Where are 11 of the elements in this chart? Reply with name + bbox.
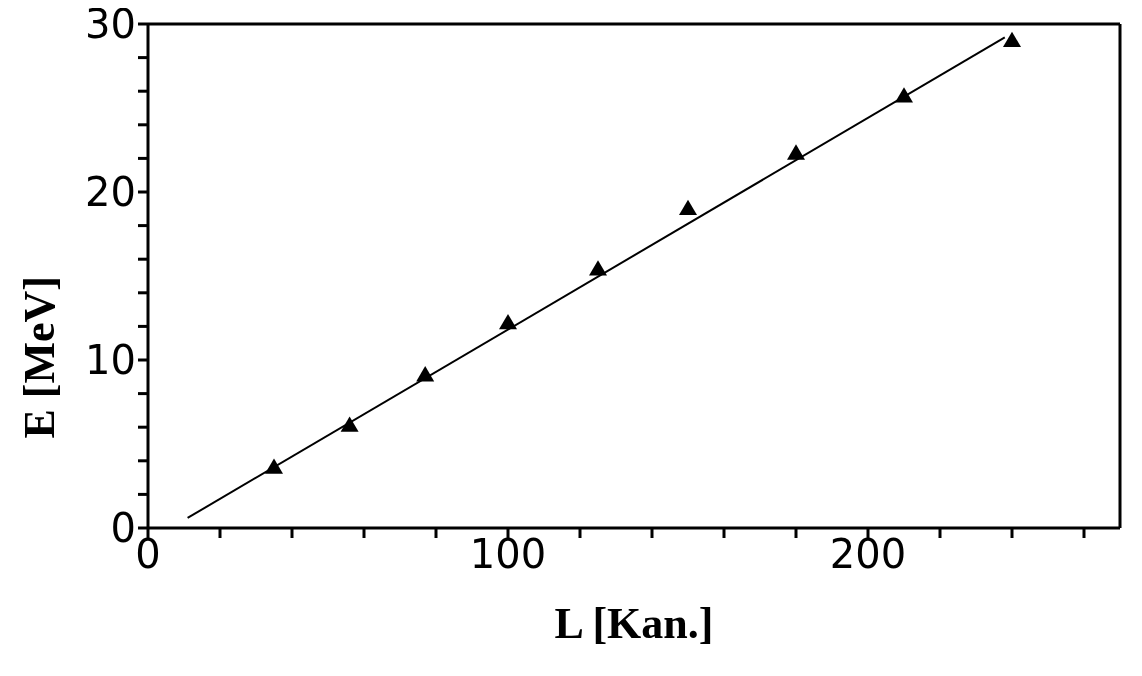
x-tick-label: 200: [829, 531, 907, 578]
point: [679, 199, 697, 216]
y-axis-title: E [MeV]: [14, 276, 64, 439]
point: [1003, 31, 1021, 48]
y-tick-label: 10: [85, 337, 136, 384]
y-tick-label: 20: [85, 169, 136, 216]
point: [589, 260, 607, 276]
x-tick-label: 100: [469, 531, 547, 578]
y-tick-label: 30: [85, 1, 136, 48]
x-axis-title: L [Kan.]: [554, 599, 714, 648]
point: [787, 144, 805, 160]
